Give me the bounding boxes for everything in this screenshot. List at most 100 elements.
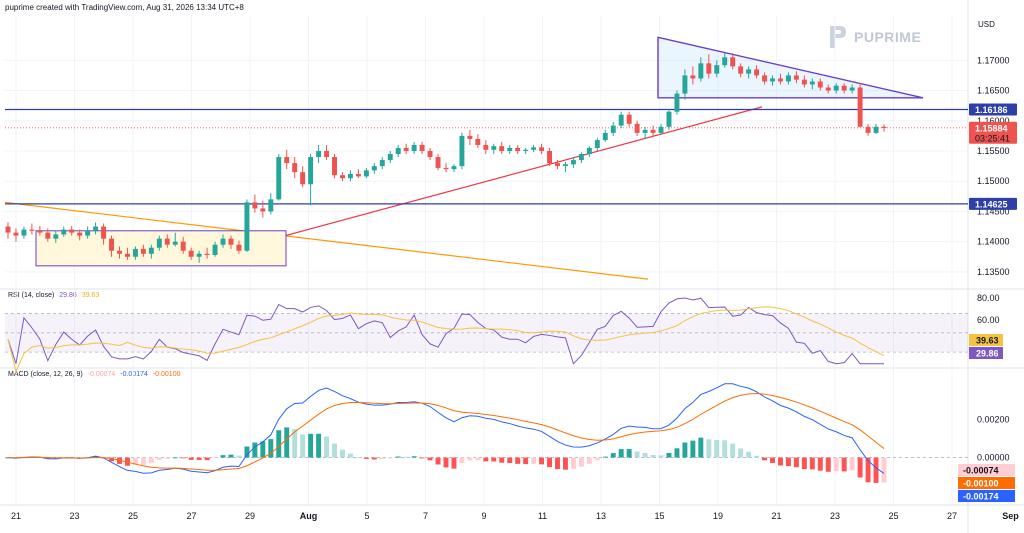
macd-histogram-bar <box>196 457 202 461</box>
candle-body <box>754 69 760 76</box>
candle <box>308 154 314 206</box>
candle <box>650 125 656 136</box>
candle <box>29 223 35 235</box>
candle <box>284 149 290 170</box>
candle <box>515 144 521 155</box>
candle-body <box>809 81 815 85</box>
time-axis-label: Sep <box>1002 511 1019 521</box>
candle <box>93 222 99 235</box>
candle-body <box>61 229 67 235</box>
macd-tag-label: -0.00100 <box>963 479 999 489</box>
rsi-tag-label: 39.63 <box>976 336 999 346</box>
candle <box>132 246 138 260</box>
candle <box>762 72 768 85</box>
candle-body <box>817 81 823 88</box>
candle-body <box>578 154 584 161</box>
rsi-legend[interactable]: RSI (14, close) 29.86 39.63 <box>8 292 99 299</box>
macd-histogram-bar <box>825 457 831 472</box>
candle-body <box>387 154 393 161</box>
candle <box>730 53 736 70</box>
candle-body <box>634 123 640 133</box>
macd-histogram-bar <box>252 442 258 458</box>
candle-body <box>483 144 489 150</box>
brand-name: PUPRIME <box>854 29 922 45</box>
candle-body <box>204 253 210 255</box>
macd-histogram-bar <box>770 457 775 463</box>
macd-histogram-bar <box>204 457 210 461</box>
candle <box>37 225 43 236</box>
candle-body <box>244 202 250 251</box>
candle-body <box>172 241 178 245</box>
candle <box>355 169 361 179</box>
candle <box>387 151 393 164</box>
macd-histogram-bar <box>395 456 401 458</box>
candle <box>228 235 234 249</box>
rsi-ma-line <box>7 306 885 373</box>
candle <box>260 200 266 218</box>
candle <box>164 234 170 248</box>
macd-histogram-bar <box>403 456 409 458</box>
candle <box>180 236 186 254</box>
candle <box>825 84 831 94</box>
candle-body <box>196 253 202 257</box>
macd-histogram-bar <box>833 457 839 472</box>
macd-histogram-bar <box>666 452 672 458</box>
macd-histogram-bar <box>809 457 815 470</box>
macd-histogram-bar <box>531 457 537 464</box>
candle-body <box>228 238 234 245</box>
candle <box>45 228 51 242</box>
candle-body <box>45 232 51 239</box>
candle <box>499 141 505 155</box>
brand-logo: PUPRIME <box>826 24 921 50</box>
macd-axis-label: 0.00000 <box>977 453 1010 463</box>
macd-histogram-bar <box>117 457 122 464</box>
candle <box>172 232 178 247</box>
candle-body <box>841 85 847 91</box>
macd-histogram-bar <box>124 457 130 466</box>
macd-pane <box>5 383 968 483</box>
candle-body <box>164 238 170 245</box>
candle-body <box>117 250 122 254</box>
candle-body <box>132 248 138 257</box>
candle <box>801 75 807 88</box>
candle <box>117 246 122 259</box>
macd-histogram-bar <box>435 457 441 465</box>
macd-histogram-bar <box>594 457 600 461</box>
candle <box>467 129 473 145</box>
candle <box>722 53 728 68</box>
candle-body <box>260 208 266 212</box>
macd-histogram-bar <box>276 430 282 458</box>
candle-body <box>507 147 513 151</box>
candle <box>562 161 568 173</box>
candle <box>857 83 863 127</box>
candle <box>85 226 91 239</box>
candle <box>196 250 202 263</box>
price-axis-label: 1.14000 <box>977 237 1010 247</box>
macd-histogram-bar <box>785 457 791 467</box>
macd-histogram-bar <box>626 449 632 458</box>
rsi-axis-label: 80.00 <box>977 293 1000 303</box>
candle-body <box>156 238 162 248</box>
candle <box>300 166 306 188</box>
price-axis-label: 1.15500 <box>977 146 1010 156</box>
candle <box>140 244 146 257</box>
macd-histogram-bar <box>499 457 505 463</box>
candle <box>340 172 345 182</box>
macd-histogram-bar <box>347 453 353 458</box>
candle <box>5 222 11 239</box>
candle <box>594 137 600 151</box>
macd-histogram-bar <box>363 457 369 459</box>
rsi-ma-value: 39.63 <box>81 292 100 299</box>
macd-histogram-bar <box>387 457 393 459</box>
macd-legend[interactable]: MACD (close, 12, 26, 9) -0.00074 -0.0017… <box>8 371 180 378</box>
macd-histogram-bar <box>539 457 545 465</box>
candle-body <box>785 75 791 82</box>
candle <box>793 71 799 84</box>
candle <box>738 63 744 78</box>
candle <box>602 129 608 142</box>
candle-body <box>570 160 576 165</box>
candle-body <box>37 230 43 233</box>
macd-histogram-bar <box>308 433 314 458</box>
